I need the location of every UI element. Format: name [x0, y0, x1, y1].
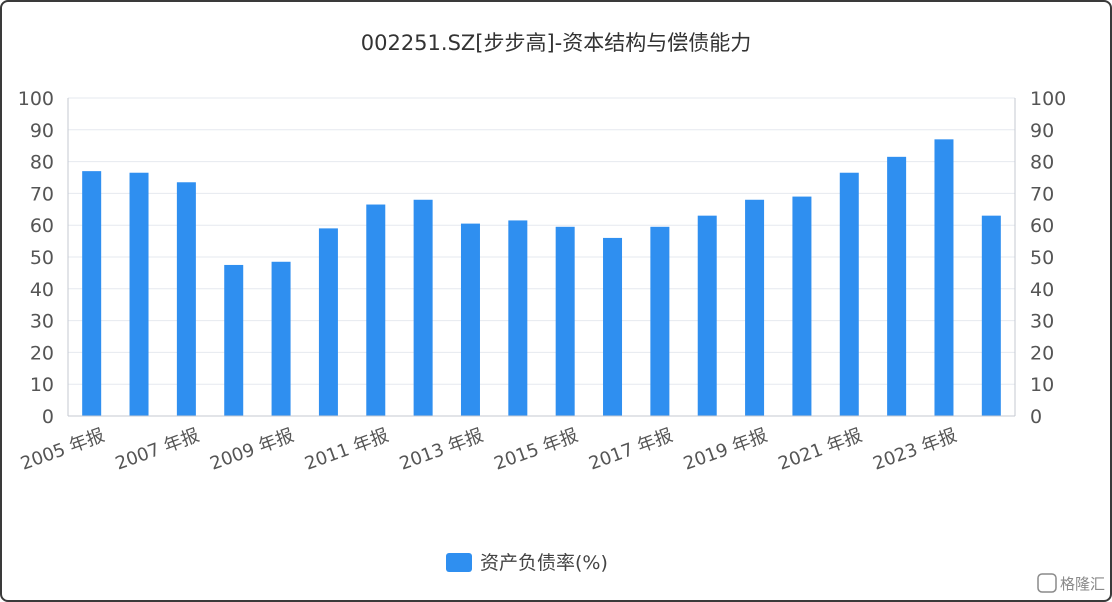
y-tick-label-left: 10 [30, 374, 54, 396]
legend-label: 资产负债率(%) [480, 552, 608, 574]
bar[interactable] [82, 171, 102, 416]
bar[interactable] [271, 261, 291, 416]
y-tick-label-left: 20 [30, 342, 54, 364]
x-tick-label: 2009 年报 [207, 425, 296, 475]
x-tick-label: 2023 年报 [870, 425, 959, 475]
y-tick-label-right: 0 [1030, 406, 1042, 428]
bar[interactable] [555, 226, 575, 416]
bar[interactable] [981, 215, 1001, 416]
y-tick-label-left: 90 [30, 120, 54, 142]
y-tick-label-right: 90 [1030, 120, 1054, 142]
y-axis-left: 0 10 20 30 40 50 60 70 80 90 100 [18, 88, 54, 428]
bar[interactable] [508, 220, 528, 416]
bar[interactable] [413, 199, 433, 416]
legend[interactable]: 资产负债率(%) [446, 552, 608, 574]
axes [67, 98, 1016, 417]
y-tick-label-right: 10 [1030, 374, 1054, 396]
y-tick-label-right: 100 [1030, 88, 1066, 110]
x-tick-label: 2019 年报 [681, 425, 770, 475]
y-tick-label-right: 60 [1030, 215, 1054, 237]
y-tick-label-left: 50 [30, 247, 54, 269]
bar[interactable] [603, 237, 623, 416]
y-tick-label-left: 80 [30, 152, 54, 174]
bar[interactable] [697, 215, 717, 416]
bar[interactable] [887, 156, 907, 416]
x-tick-label: 2017 年报 [586, 425, 675, 475]
bar[interactable] [129, 172, 149, 416]
x-axis: 2005 年报 2007 年报 2009 年报 2011 年报 2013 年报 2015 … [18, 425, 960, 475]
chart-title: 002251.SZ[步步高]-资本结构与偿债能力 [361, 31, 752, 55]
y-tick-label-left: 40 [30, 279, 54, 301]
x-tick-label: 2005 年报 [18, 425, 107, 475]
y-axis-right: 0 10 20 30 40 50 60 70 80 90 100 [1030, 88, 1066, 428]
bars [82, 139, 1001, 416]
y-tick-label-right: 70 [1030, 183, 1054, 205]
bar[interactable] [745, 199, 765, 416]
y-tick-label-right: 20 [1030, 342, 1054, 364]
watermark: 格隆汇 [1037, 573, 1105, 593]
bar[interactable] [176, 182, 196, 416]
bar[interactable] [650, 226, 670, 416]
y-tick-label-left: 100 [18, 88, 54, 110]
y-tick-label-right: 30 [1030, 311, 1054, 333]
y-tick-label-right: 50 [1030, 247, 1054, 269]
bar[interactable] [460, 223, 480, 416]
bar[interactable] [366, 204, 386, 416]
y-tick-label-left: 60 [30, 215, 54, 237]
y-tick-label-left: 0 [42, 406, 54, 428]
y-tick-label-left: 70 [30, 183, 54, 205]
watermark-logo-icon [1037, 573, 1057, 593]
x-tick-label: 2013 年报 [397, 425, 486, 475]
bar[interactable] [839, 172, 859, 416]
x-tick-label: 2011 年报 [302, 425, 391, 475]
bar[interactable] [318, 228, 338, 416]
x-tick-label: 2007 年报 [113, 425, 202, 475]
legend-swatch [446, 553, 472, 572]
x-tick-label: 2015 年报 [491, 425, 580, 475]
bar[interactable] [224, 264, 244, 416]
bar[interactable] [792, 196, 812, 416]
y-tick-label-left: 30 [30, 311, 54, 333]
y-tick-label-right: 80 [1030, 152, 1054, 174]
watermark-text: 格隆汇 [1060, 575, 1105, 593]
x-tick-label: 2021 年报 [776, 425, 865, 475]
bar[interactable] [934, 139, 954, 416]
grid-lines [68, 97, 1015, 417]
y-tick-label-right: 40 [1030, 279, 1054, 301]
